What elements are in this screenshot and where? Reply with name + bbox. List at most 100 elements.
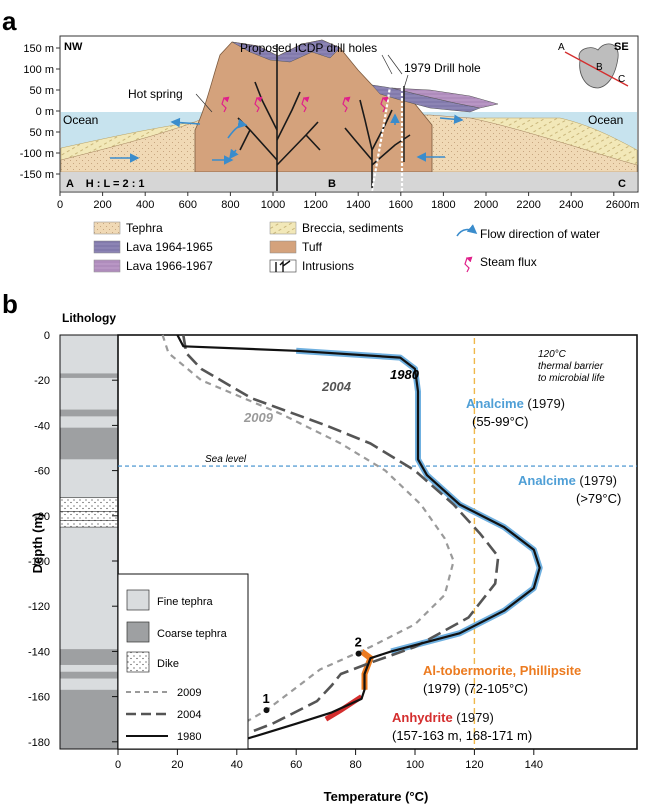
lithology-column [59, 334, 119, 750]
a-x-tick-label: 400 [136, 199, 154, 211]
b-y-tick-label: -140 [28, 646, 50, 658]
mineral-analcime-2: Analcime (1979) [518, 473, 617, 488]
inset-map: A B C [558, 42, 629, 89]
annotation-label-2: 2 [355, 635, 362, 650]
legend-swatch-tephra [93, 221, 121, 235]
legend-swatch-intrusions [269, 259, 297, 273]
mineral-anhydrite-range: (157-163 m, 168-171 m) [392, 728, 532, 743]
y-axis-label: Depth (m) [30, 513, 45, 574]
legend-flow: Flow direction of water [480, 227, 600, 241]
label-nw: NW [64, 41, 83, 53]
a-y-tick-label: 100 m [23, 64, 54, 76]
panel-b-axes: 0 -20 -40 -60 -80 -100 -120 -140 -160 -180 0 20 40 60… [28, 330, 543, 771]
lithology-label: Lithology [62, 311, 116, 325]
b-x-tick-label: 120 [465, 759, 483, 771]
label-1979-drill: 1979 Drill hole [404, 61, 481, 75]
annotation-label-1: 1 [263, 691, 270, 706]
label-proposed-icdp: Proposed ICDP drill holes [240, 41, 377, 55]
a-y-tick-label: 50 m [30, 85, 54, 97]
a-y-tick-label: 50 m [30, 127, 54, 139]
curve-label-2009: 2009 [243, 410, 274, 425]
inset-b: B [596, 62, 603, 73]
b-y-tick-label: -60 [34, 466, 50, 478]
label-hot-spring: Hot spring [128, 87, 183, 101]
legend-swatch-lava-1964 [93, 240, 121, 254]
curve-2004 [182, 334, 500, 739]
coarse-tephra-band [60, 409, 118, 417]
a-y-tick-label: -100 m [20, 148, 54, 160]
legend-lava-1964: Lava 1964-1965 [126, 240, 213, 254]
proposed-drill-holes [370, 73, 404, 192]
legend-dike: Dike [157, 658, 179, 670]
a-x-tick-label: 1400 [346, 199, 370, 211]
b-y-tick-label: -120 [28, 601, 50, 613]
inset-a: A [558, 42, 565, 53]
legend-tuff: Tuff [302, 240, 323, 254]
label-ocean-right: Ocean [588, 113, 623, 127]
label-point-c: C [618, 178, 626, 190]
legend-breccia: Breccia, sediments [302, 221, 403, 235]
a-y-tick-label: -150 m [20, 169, 54, 181]
panel-a-letter: a [2, 6, 17, 36]
mineral-analcime-1: Analcime (1979) [466, 396, 565, 411]
b-y-tick-label: -80 [34, 511, 50, 523]
a-x-tick-label: 0 [57, 199, 63, 211]
a-x-tick-label: 2000 [474, 199, 498, 211]
legend-2009: 2009 [177, 687, 201, 699]
b-y-tick-label: 0 [44, 330, 50, 342]
a-x-tick-label: 1800 [431, 199, 455, 211]
legend-swatch-breccia [269, 221, 297, 235]
coarse-tephra-band [60, 427, 118, 460]
legend-swatch-fine [126, 589, 150, 611]
panel-a-x-axis: 0 200 400 600 800 1000 1200 1400 1600 1800 2000 220… [57, 192, 639, 211]
b-x-tick-label: 40 [231, 759, 243, 771]
flow-arrows [110, 113, 464, 165]
a-x-tick-label: 600 [179, 199, 197, 211]
coarse-tephra-band [60, 373, 118, 378]
thermal-barrier-label: 120°C thermal barrier to microbial life [538, 349, 605, 384]
coarse-tephra-band [60, 689, 118, 749]
panel-b-legend: Fine tephra Coarse tephra Dike 2009 2004… [117, 573, 249, 750]
label-hl-ratio: A H : L = 2 : 1 [66, 178, 145, 190]
b-x-tick-label: 140 [525, 759, 543, 771]
legend-intrusions: Intrusions [302, 259, 354, 273]
b-y-tick-label: -160 [28, 692, 50, 704]
a-x-tick-label: 2200 [516, 199, 540, 211]
curve-1980 [176, 334, 541, 743]
curve-label-2004: 2004 [321, 379, 352, 394]
b-y-tick-label: -100 [28, 556, 50, 568]
inset-c: C [618, 74, 625, 85]
x-axis-label: Temperature (°C) [324, 789, 429, 804]
b-x-tick-label: 80 [349, 759, 361, 771]
coarse-tephra-band [60, 649, 118, 665]
lava-1966-1967 [391, 87, 499, 109]
a-x-tick-label: 1000 [261, 199, 285, 211]
label-point-b: B [328, 178, 336, 190]
b-x-tick-label: 100 [406, 759, 424, 771]
legend-swatch-lava-1966 [93, 259, 121, 273]
legend-tephra: Tephra [126, 221, 163, 235]
legend-swatch-coarse [126, 621, 150, 643]
coarse-tephra-band [60, 671, 118, 679]
lava-1964-1965 [231, 39, 341, 63]
label-se: SE [614, 41, 629, 53]
mineral-tobermorite-range: (1979) (72-105°C) [423, 681, 528, 696]
legend-swatch-flow [456, 224, 478, 237]
curve-label-1980: 1980 [390, 367, 420, 382]
panel-a-y-axis: 150 m 100 m 50 m 0 m 50 m -100 m -150 m [20, 43, 60, 181]
legend-lava-1966: Lava 1966-1967 [126, 259, 213, 273]
legend-coarse: Coarse tephra [157, 628, 228, 640]
legend-1980: 1980 [177, 731, 201, 743]
b-y-tick-label: -40 [34, 420, 50, 432]
legend-steam: Steam flux [480, 255, 537, 269]
b-y-tick-label: -20 [34, 375, 50, 387]
mineral-analcime-2-range: (>79°C) [576, 491, 621, 506]
a-x-tick-label: 1600 [389, 199, 413, 211]
cross-section: A B C NW SE Proposed ICDP drill holes 19… [59, 35, 639, 193]
a-x-tick-label: 2400 [559, 199, 583, 211]
panel-a-legend: Tephra Lava 1964-1965 Lava 1966-1967 Bre… [93, 221, 600, 273]
legend-swatch-tuff [269, 240, 297, 254]
legend-2004: 2004 [177, 709, 201, 721]
mineral-tobermorite: Al-tobermorite, Phillipsite [423, 663, 581, 678]
